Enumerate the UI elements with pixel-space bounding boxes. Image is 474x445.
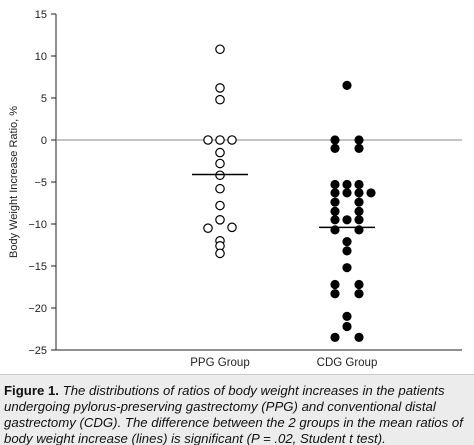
ppg-data-point bbox=[215, 44, 225, 55]
caption-box: Figure 1. The distributions of ratios of… bbox=[0, 374, 474, 445]
cdg-data-point bbox=[354, 332, 364, 342]
y-tick-label: 0 bbox=[41, 135, 47, 147]
y-tick-label: −5 bbox=[34, 177, 47, 189]
cdg-data-point bbox=[354, 279, 364, 290]
cdg-data-point bbox=[330, 215, 340, 225]
ppg-data-point bbox=[215, 158, 225, 169]
x-category-label: CDG Group bbox=[317, 357, 378, 369]
y-tick-label: −25 bbox=[28, 345, 47, 357]
cdg-data-point bbox=[366, 188, 376, 198]
y-tick-label: 10 bbox=[35, 51, 47, 63]
ppg-data-point bbox=[227, 222, 237, 233]
cdg-data-point bbox=[354, 206, 364, 216]
x-category-label: PPG Group bbox=[190, 357, 249, 369]
cdg-data-point bbox=[342, 215, 352, 225]
y-tick-label: −20 bbox=[28, 303, 47, 315]
ppg-data-point bbox=[215, 215, 225, 225]
ppg-data-point bbox=[215, 200, 225, 211]
cdg-data-point bbox=[330, 206, 340, 216]
cdg-data-point bbox=[330, 179, 340, 190]
cdg-data-point bbox=[330, 197, 340, 207]
cdg-data-point bbox=[354, 289, 364, 299]
cdg-data-point bbox=[342, 246, 352, 256]
cdg-data-point bbox=[342, 80, 352, 91]
cdg-data-point bbox=[342, 321, 352, 332]
y-tick-label: −10 bbox=[28, 219, 47, 231]
y-tick-label: −15 bbox=[28, 261, 47, 273]
cdg-data-point bbox=[330, 289, 340, 299]
ppg-data-point bbox=[215, 170, 225, 181]
ppg-data-point bbox=[215, 147, 225, 158]
ppg-data-point bbox=[215, 94, 225, 105]
cdg-data-point bbox=[342, 311, 352, 321]
cdg-data-point bbox=[342, 263, 352, 273]
cdg-data-point bbox=[330, 143, 340, 153]
cdg-data-point bbox=[330, 135, 340, 145]
cdg-data-point bbox=[330, 188, 340, 198]
ppg-data-point bbox=[215, 183, 225, 194]
ppg-data-point bbox=[215, 248, 225, 259]
cdg-data-point bbox=[330, 332, 340, 342]
cdg-data-point bbox=[342, 237, 352, 247]
cdg-data-point bbox=[354, 215, 364, 225]
cdg-data-point bbox=[354, 188, 364, 198]
ppg-data-point bbox=[215, 135, 225, 145]
ppg-data-point bbox=[203, 223, 213, 233]
y-tick-label: 15 bbox=[35, 9, 47, 21]
cdg-data-point bbox=[330, 279, 340, 290]
cdg-data-point bbox=[354, 143, 364, 153]
y-tick-label: 5 bbox=[41, 93, 47, 105]
ppg-data-point bbox=[227, 135, 237, 145]
scatter-plot: 15 10 5 0 −5 −10 −15 −20 −25 Body Weight Increase… bbox=[8, 9, 462, 369]
ppg-data-point bbox=[203, 135, 213, 145]
ppg-data-point bbox=[215, 83, 225, 93]
cdg-data-point bbox=[354, 197, 364, 207]
caption-text: The distributions of ratios of body weig… bbox=[4, 383, 463, 445]
cdg-data-point bbox=[354, 135, 364, 145]
figure-caption: Figure 1. The distributions of ratios of… bbox=[4, 383, 468, 445]
y-axis-label: Body Weight Increase Ratio, % bbox=[8, 106, 20, 258]
caption-label: Figure 1. bbox=[4, 383, 59, 398]
cdg-data-point bbox=[342, 179, 352, 190]
cdg-data-point bbox=[354, 179, 364, 190]
cdg-data-point bbox=[342, 188, 352, 198]
